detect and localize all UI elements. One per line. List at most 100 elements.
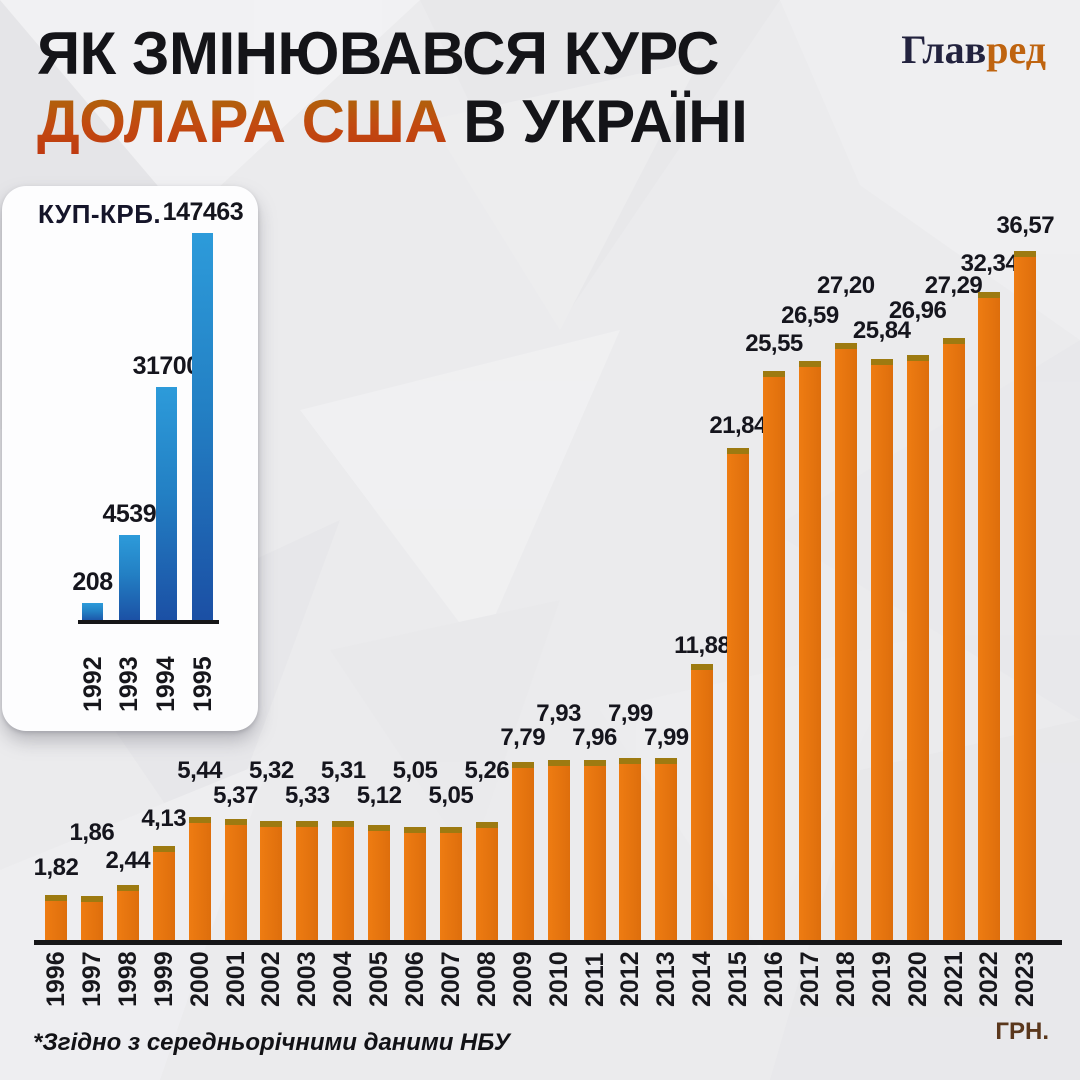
year-label-2005: 2005 [365,951,394,1007]
value-label-1995: 147463 [162,198,244,226]
year-label-2013: 2013 [652,951,681,1007]
year-label-2016: 2016 [760,951,788,1007]
bar-1999 [152,846,175,940]
bar-2021 [942,338,965,940]
year-label-2003: 2003 [293,951,322,1007]
year-label-2007: 2007 [436,951,465,1007]
value-label-2007: 5,05 [428,782,474,809]
main-x-axis-line [34,940,1062,945]
year-label-1996: 1996 [42,951,70,1007]
year-label-2000: 2000 [185,951,214,1007]
year-label-2022: 2022 [975,951,1004,1007]
year-label-1997: 1997 [77,951,106,1007]
bar-2015 [727,448,750,940]
year-label-2021: 2021 [939,951,968,1007]
value-label-1999: 4,13 [141,805,187,832]
inset-card [2,186,258,731]
source-footnote: *Згідно з середньорічними даними НБУ [33,1029,511,1056]
year-label-2010: 2010 [544,951,573,1007]
year-label-1994: 1994 [152,656,181,712]
value-label-2008: 5,26 [464,757,510,784]
value-label-2018: 27,20 [817,272,875,299]
bar-2023 [1014,251,1037,940]
value-label-1993: 4539 [102,500,157,528]
value-label-2017: 26,59 [781,302,839,329]
value-label-2010: 7,93 [536,700,581,727]
logo-part-dark: Глав [901,27,987,72]
title-line-2: ДОЛАРА США В УКРАЇНІ [37,88,748,156]
value-label-1997: 1,86 [69,819,115,846]
year-label-2015: 2015 [724,951,753,1007]
value-label-2003: 5,33 [284,782,330,809]
logo-part-orange: ред [986,27,1046,72]
bar-2012 [619,758,642,940]
value-label-2023: 36,57 [996,212,1055,239]
value-label-2013: 7,99 [643,724,689,751]
bar-1998 [116,885,139,940]
bar-2000 [188,817,211,940]
bar-2016 [763,371,785,940]
value-label-2006: 5,05 [392,757,438,784]
bar-2022 [978,292,1001,940]
glavred-logo: Главред [901,26,1046,73]
bar-2020 [906,355,929,940]
year-label-2023: 2023 [1011,951,1040,1007]
value-label-2021: 27,29 [924,272,983,299]
bar-2004 [332,821,355,940]
value-label-2022: 32,34 [960,250,1019,277]
value-label-2014: 11,88 [674,632,731,659]
value-label-2004: 5,31 [320,757,366,784]
value-label-2002: 5,32 [249,757,294,784]
year-label-1992: 1992 [78,656,107,712]
page-title: ЯК ЗМІНЮВАВСЯ КУРС ДОЛАРА США В УКРАЇНІ [37,20,748,156]
bar-2001 [224,819,247,940]
bar-2007 [439,827,462,940]
year-label-2012: 2012 [616,951,645,1007]
bar-2013 [655,758,678,940]
bar-2011 [583,760,606,940]
value-label-2000: 5,44 [177,757,222,784]
title-line-1: ЯК ЗМІНЮВАВСЯ КУРС [37,20,720,87]
bar-2010 [547,760,570,940]
inset-chart-title: КУП-КРБ. [38,199,162,229]
bar-2003 [296,821,319,940]
value-label-2012: 7,99 [608,700,653,727]
bar-1996 [45,895,67,940]
bar-1997 [80,896,103,940]
year-label-1995: 1995 [188,656,217,712]
value-label-2016: 25,55 [745,330,803,357]
value-label-1996: 1,82 [33,854,79,881]
bar-2017 [798,361,821,940]
year-label-2009: 2009 [508,951,537,1007]
year-label-2006: 2006 [401,951,429,1007]
value-label-2009: 7,79 [500,724,546,751]
year-label-1999: 1999 [149,951,178,1007]
title-highlight: ДОЛАРА США [37,88,448,155]
bar-1994 [155,387,177,622]
year-label-2002: 2002 [257,951,286,1007]
value-label-1998: 2,44 [105,847,151,874]
bar-2009 [511,762,534,940]
year-label-2011: 2011 [580,952,609,1007]
value-label-1992: 208 [72,568,113,596]
year-label-2019: 2019 [867,951,896,1007]
year-label-1993: 1993 [115,656,144,712]
year-label-1998: 1998 [113,951,142,1007]
bar-2005 [368,825,391,940]
year-label-2017: 2017 [795,951,824,1007]
year-label-2004: 2004 [329,951,358,1007]
value-label-2015: 21,84 [709,412,767,439]
year-label-2020: 2020 [903,951,932,1007]
value-label-2001: 5,37 [213,782,258,809]
bar-2014 [691,664,714,940]
year-label-2001: 2001 [221,951,250,1007]
bar-2019 [870,359,893,940]
bar-2002 [260,821,283,940]
inset-x-axis-line [78,620,219,624]
value-label-2005: 5,12 [356,782,402,809]
currency-unit-label: ГРН. [995,1018,1049,1045]
bar-2008 [475,822,498,940]
bar-2018 [834,343,857,940]
value-label-2020: 26,96 [888,297,947,324]
